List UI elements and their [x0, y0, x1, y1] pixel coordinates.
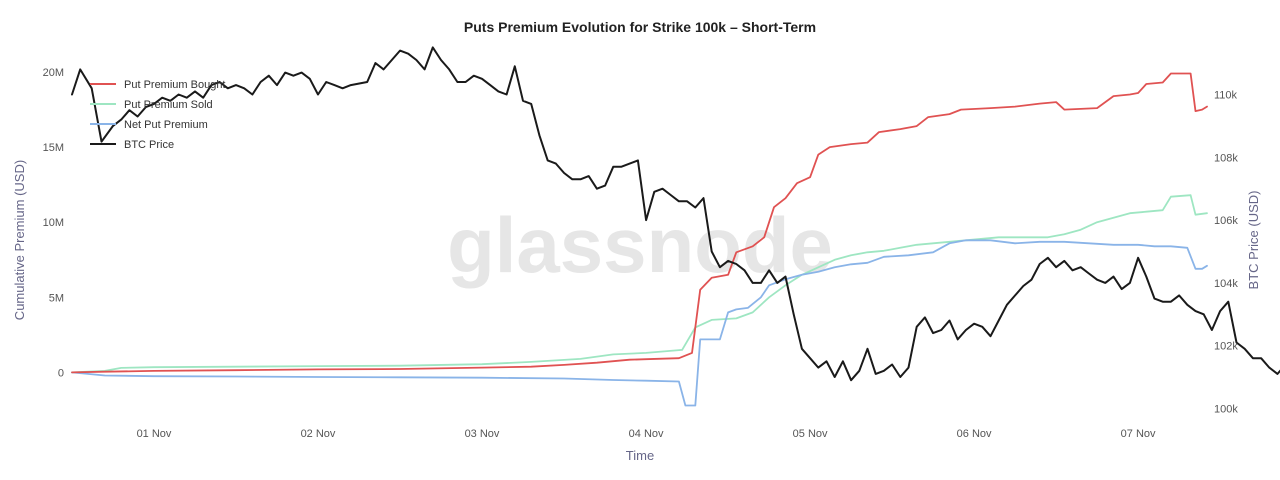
- legend[interactable]: Put Premium Bought Put Premium Sold Net Pu…: [90, 79, 226, 151]
- x-tick-label: 05 Nov: [793, 428, 828, 440]
- y-right-tick-label: 100k: [1214, 403, 1238, 415]
- series-line-btc-price: [71, 46, 1280, 382]
- y-axis-left-ticks: 0 5M 10M 15M 20M: [43, 67, 64, 379]
- x-tick-label: 02 Nov: [301, 428, 336, 440]
- chart-title: Puts Premium Evolution for Strike 100k –…: [464, 19, 816, 35]
- y-left-tick-label: 0: [58, 367, 64, 379]
- y-right-tick-label: 108k: [1214, 152, 1238, 164]
- y-right-tick-label: 104k: [1214, 278, 1238, 290]
- y-right-tick-label: 106k: [1214, 215, 1238, 227]
- y-left-tick-label: 20M: [43, 67, 64, 79]
- legend-label: BTC Price: [124, 139, 174, 151]
- x-tick-label: 01 Nov: [137, 428, 172, 440]
- legend-item-net-put-premium[interactable]: Net Put Premium: [90, 119, 208, 131]
- legend-label: Put Premium Bought: [124, 79, 226, 91]
- x-axis-label: Time: [626, 448, 654, 463]
- y-right-tick-label: 102k: [1214, 341, 1238, 353]
- legend-item-btc-price[interactable]: BTC Price: [90, 139, 174, 151]
- x-tick-label: 07 Nov: [1121, 428, 1156, 440]
- legend-label: Put Premium Sold: [124, 99, 213, 111]
- y-axis-right-label: BTC Price (USD): [1246, 191, 1261, 290]
- y-left-tick-label: 15M: [43, 142, 64, 154]
- legend-item-put-premium-bought[interactable]: Put Premium Bought: [90, 79, 226, 91]
- y-axis-right-ticks: 100k 102k 104k 106k 108k 110k: [1214, 90, 1238, 416]
- series-line-net-put-premium: [71, 239, 1208, 407]
- x-tick-label: 06 Nov: [957, 428, 992, 440]
- x-tick-label: 03 Nov: [465, 428, 500, 440]
- legend-item-put-premium-sold[interactable]: Put Premium Sold: [90, 99, 213, 111]
- y-axis-left-label: Cumulative Premium (USD): [12, 160, 27, 320]
- y-left-tick-label: 5M: [49, 292, 64, 304]
- y-right-tick-label: 110k: [1214, 90, 1238, 102]
- series-line-put-premium-sold: [71, 194, 1208, 374]
- legend-label: Net Put Premium: [124, 119, 208, 131]
- y-left-tick-label: 10M: [43, 217, 64, 229]
- series-group: [71, 46, 1280, 407]
- watermark: glassnode: [447, 201, 833, 289]
- x-tick-label: 04 Nov: [629, 428, 664, 440]
- x-axis-ticks: 01 Nov 02 Nov 03 Nov 04 Nov 05 Nov 06 Nov 07 N…: [137, 428, 1156, 440]
- series-line-put-premium-bought: [71, 72, 1208, 374]
